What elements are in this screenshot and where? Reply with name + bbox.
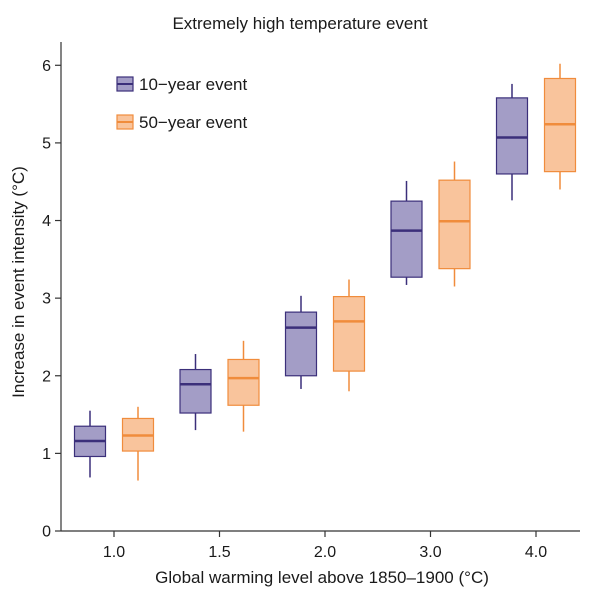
- box-body: [495, 97, 529, 175]
- x-tick-label: 2.0: [314, 544, 336, 561]
- legend-label: 10−year event: [139, 75, 247, 94]
- y-tick-label: 2: [42, 368, 51, 385]
- box-body: [227, 358, 260, 406]
- x-tick-label: 1.0: [103, 544, 125, 561]
- y-axis-title: Increase in event intensity (°C): [9, 166, 28, 398]
- legend-item-50yr: 50−year event: [116, 113, 247, 132]
- x-tick-label: 1.5: [208, 544, 230, 561]
- box-10yr-4.0: [495, 83, 529, 201]
- y-tick-label: 6: [42, 58, 51, 75]
- box-50yr-2.0: [332, 279, 366, 392]
- box-50yr-4.0: [543, 63, 577, 190]
- box-body: [438, 179, 471, 270]
- y-tick-label: 4: [42, 213, 51, 230]
- box-50yr-1.0: [121, 406, 155, 481]
- box-10yr-1.0: [73, 410, 107, 478]
- y-tick-label: 1: [42, 446, 51, 463]
- legend-label: 50−year event: [139, 113, 247, 132]
- box-plots: [73, 63, 577, 481]
- box-50yr-1.5: [227, 340, 260, 432]
- y-tick-label: 5: [42, 135, 51, 152]
- x-tick-label: 4.0: [525, 544, 547, 561]
- box-10yr-3.0: [390, 180, 423, 285]
- box-10yr-2.0: [284, 295, 318, 389]
- x-tick-label: 3.0: [419, 544, 441, 561]
- box-body: [179, 368, 212, 414]
- x-axis-ticks: 1.0 1.5 2.0 3.0 4.0: [103, 531, 547, 561]
- legend-item-10yr: 10−year event: [116, 75, 247, 94]
- chart-title: Extremely high temperature event: [172, 14, 427, 33]
- y-tick-label: 0: [42, 524, 51, 541]
- y-tick-label: 3: [42, 291, 51, 308]
- box-50yr-3.0: [438, 161, 471, 287]
- legend: 10−year event 50−year event: [116, 75, 247, 132]
- box-body: [390, 200, 423, 278]
- x-axis-title: Global warming level above 1850–1900 (°C…: [155, 568, 489, 587]
- y-axis-ticks: 0 1 2 3 4 5 6: [42, 58, 61, 541]
- box-body: [332, 295, 366, 372]
- box-body: [284, 311, 318, 377]
- box-10yr-1.5: [179, 354, 212, 431]
